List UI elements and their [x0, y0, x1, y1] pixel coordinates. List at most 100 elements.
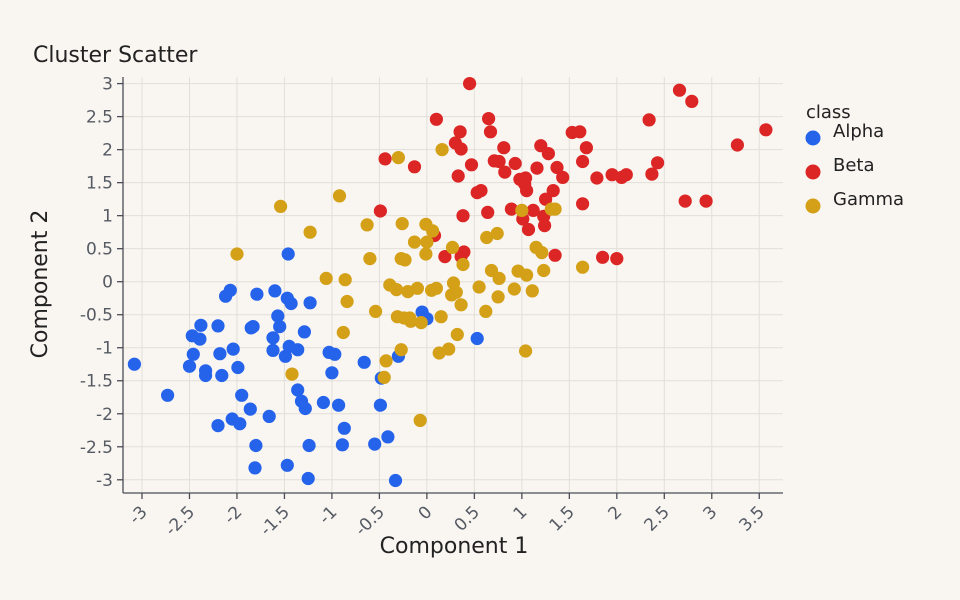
data-point [291, 383, 305, 397]
data-point [373, 204, 387, 218]
data-point [248, 461, 262, 475]
data-point [363, 252, 377, 266]
data-point [266, 343, 280, 357]
data-point [541, 147, 556, 161]
data-point [685, 94, 699, 108]
data-point [161, 388, 175, 402]
data-point [368, 437, 382, 451]
data-point [530, 161, 544, 175]
data-point [337, 421, 351, 435]
data-point [303, 296, 317, 310]
data-point [497, 141, 511, 155]
data-point [298, 401, 312, 416]
data-point [394, 343, 408, 357]
legend-label: Gamma [833, 189, 904, 210]
data-point [576, 260, 590, 274]
x-tick-label: -3 [125, 502, 151, 528]
data-point [249, 438, 263, 453]
data-point [340, 294, 354, 309]
data-point [490, 226, 504, 241]
data-point [193, 332, 207, 346]
data-point [373, 398, 387, 412]
data-point [678, 194, 692, 208]
data-point [546, 184, 560, 198]
data-point [508, 156, 522, 171]
x-tick-label: 0 [415, 502, 437, 524]
y-tick-label: 0.5 [86, 240, 113, 260]
data-point [576, 197, 590, 211]
y-tick-label: 0 [102, 273, 113, 293]
data-point [429, 281, 443, 295]
data-point [226, 342, 240, 356]
data-point [391, 151, 405, 165]
legend-marker [805, 164, 821, 180]
data-point [407, 235, 422, 249]
series-beta [373, 77, 773, 266]
data-point [420, 235, 434, 249]
data-point [464, 158, 479, 172]
series-gamma [230, 143, 590, 427]
data-point [453, 125, 467, 139]
data-point [223, 283, 237, 297]
data-point [539, 192, 553, 206]
data-point [381, 430, 395, 444]
data-point [338, 273, 352, 287]
grid-lines [123, 77, 783, 493]
y-tick-label: -0.5 [80, 306, 113, 326]
x-tick-label: 1.5 [546, 502, 579, 535]
data-point [474, 184, 488, 198]
data-point [642, 113, 656, 127]
data-point [521, 222, 536, 237]
x-tick-label: -2 [220, 502, 246, 528]
data-point [398, 253, 412, 267]
data-point [281, 247, 295, 261]
data-point [274, 199, 288, 213]
data-point [404, 314, 418, 328]
data-point [377, 370, 391, 384]
data-point [211, 319, 225, 333]
data-point [449, 285, 463, 299]
data-point [360, 218, 374, 232]
data-point [328, 347, 342, 361]
data-point [284, 296, 298, 311]
data-point [457, 245, 471, 259]
data-point [537, 263, 551, 278]
data-point [250, 287, 264, 301]
data-point [235, 388, 249, 402]
data-point [548, 202, 562, 216]
series-alpha [127, 247, 484, 488]
data-point [213, 347, 227, 361]
data-point [285, 367, 299, 381]
data-point [470, 331, 484, 346]
data-point [378, 152, 392, 166]
y-tick-label: -1 [96, 339, 113, 359]
data-point [450, 327, 464, 342]
data-point [278, 349, 292, 363]
data-point [645, 167, 659, 181]
y-tick-label: -2.5 [80, 438, 113, 458]
data-point [699, 194, 713, 208]
data-point [550, 160, 564, 175]
data-point [482, 112, 496, 126]
x-tick-label: 1 [510, 502, 532, 524]
data-point [579, 141, 594, 155]
x-tick-label: 2 [605, 502, 627, 524]
legend: class Alpha Beta Gamma [805, 102, 904, 214]
data-point [651, 156, 665, 170]
data-point [442, 342, 456, 356]
data-point [454, 142, 468, 156]
data-point [538, 219, 552, 233]
data-point [233, 417, 247, 431]
data-point [389, 283, 404, 297]
data-point [759, 123, 773, 137]
data-point [515, 203, 529, 217]
data-point [419, 247, 433, 261]
data-point [520, 268, 534, 282]
data-point [610, 252, 624, 266]
x-tick-label: 0.5 [451, 502, 484, 535]
data-point [504, 202, 518, 216]
data-point [445, 240, 460, 254]
y-tick-label: 1.5 [86, 174, 113, 194]
data-point [266, 331, 280, 345]
y-tick-label: 1 [102, 207, 113, 227]
